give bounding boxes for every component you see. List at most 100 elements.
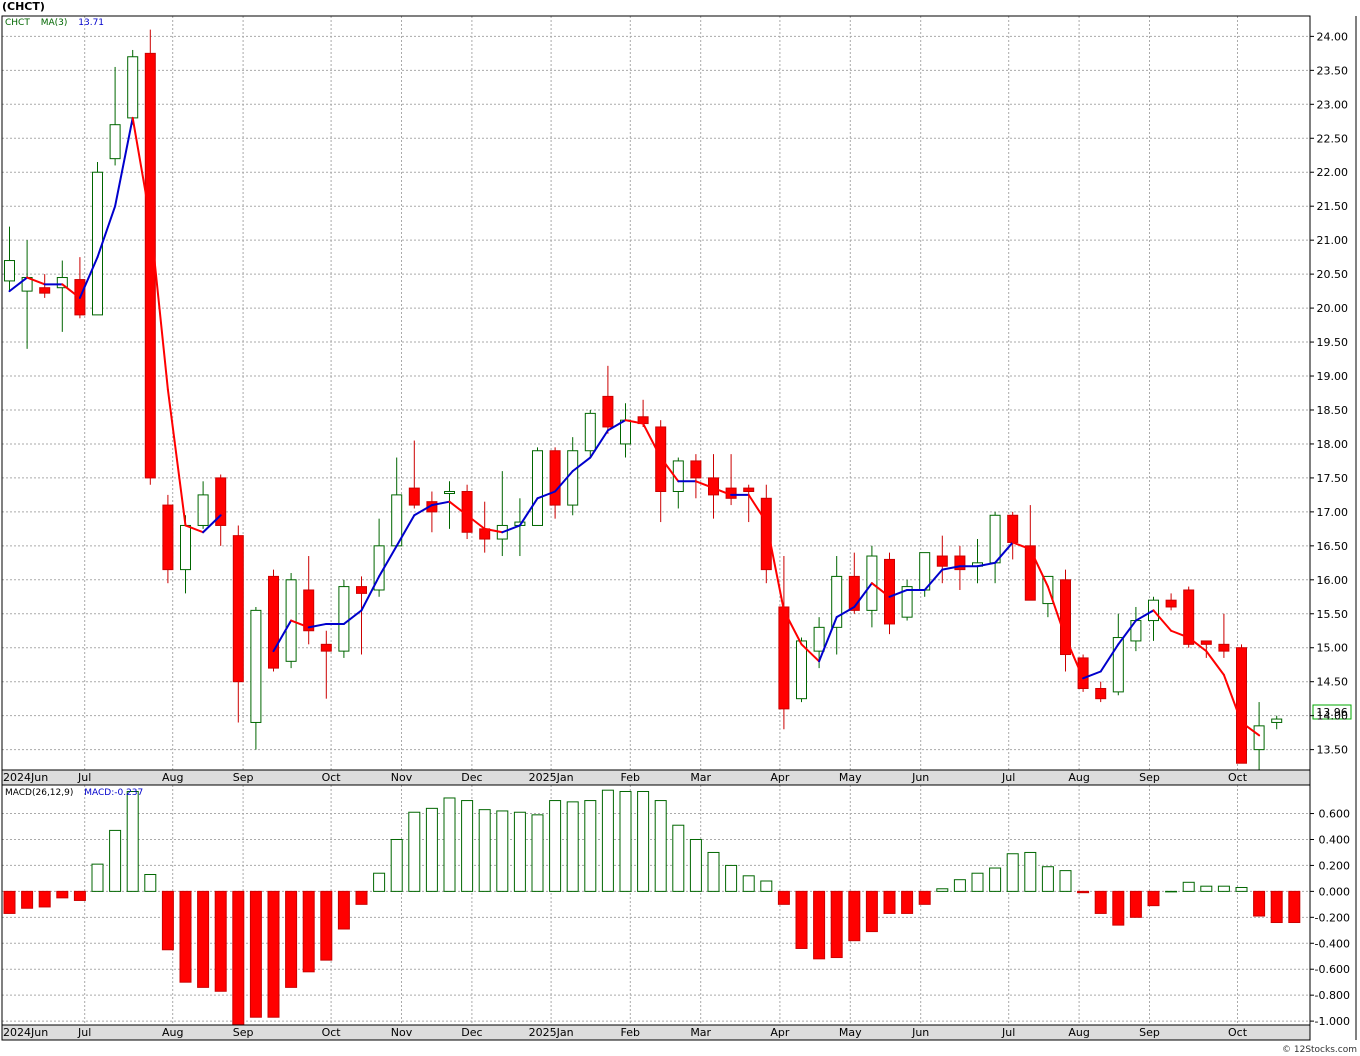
price-x-label: Sep	[1139, 771, 1160, 784]
macd-x-label: Feb	[621, 1026, 640, 1039]
price-tick-label: 14.00	[1317, 710, 1349, 723]
macd-bar-positive	[126, 790, 139, 892]
candle-body-down	[690, 460, 702, 479]
candle-body-down	[1024, 545, 1036, 601]
macd-value: MACD:-0.237	[84, 788, 143, 798]
ma-line-segment	[1117, 619, 1137, 646]
price-x-label: Oct	[322, 771, 342, 784]
candle-body-up	[796, 640, 807, 700]
ma-line-segment	[96, 205, 117, 259]
candle	[831, 556, 843, 655]
ma-line-segment	[8, 276, 29, 293]
macd-bar-positive	[408, 811, 421, 892]
macd-x-label: Aug	[1068, 1026, 1089, 1039]
macd-bar-negative	[302, 890, 315, 973]
ma-line-segment	[571, 456, 592, 473]
price-tick-label: 20.00	[1317, 302, 1349, 315]
candle	[4, 226, 15, 292]
price-x-label: May	[839, 771, 862, 784]
macd-bar-negative	[355, 890, 368, 905]
candle-body-down	[162, 504, 174, 571]
candle-body-down	[144, 52, 156, 479]
candle-body-down	[655, 426, 667, 492]
ma-line-segment	[342, 609, 363, 625]
macd-x-label: Jul	[1001, 1026, 1015, 1039]
price-legend: CHCT MA(3) 13.71	[5, 18, 104, 28]
macd-bar-positive	[936, 888, 949, 892]
price-tick-label: 16.50	[1317, 540, 1349, 553]
macd-bar-positive	[1165, 890, 1178, 893]
macd-x-label: May	[839, 1026, 862, 1039]
candle-body-up	[444, 490, 455, 494]
candle	[408, 440, 420, 509]
price-x-label: Feb	[621, 771, 640, 784]
macd-label: MACD(26,12,9)	[5, 788, 73, 798]
price-tick-label: 22.00	[1317, 166, 1349, 179]
candle	[1060, 569, 1071, 672]
ma-line-segment	[1152, 609, 1173, 632]
candle	[303, 556, 315, 645]
macd-bar-positive	[619, 790, 632, 892]
macd-bar-negative	[883, 890, 896, 914]
macd-bar-negative	[1253, 890, 1266, 917]
candle-body-down	[760, 497, 772, 571]
candle	[92, 162, 103, 316]
macd-bar-negative	[161, 890, 174, 951]
candle	[391, 457, 403, 547]
macd-bar-negative	[1147, 890, 1160, 907]
candle-body-down	[954, 555, 966, 571]
candle	[1042, 575, 1054, 618]
ma-line-segment	[395, 514, 416, 547]
macd-tick-label: -0.400	[1315, 937, 1350, 950]
price-tick-label: 15.50	[1317, 608, 1349, 621]
macd-x-label: Jul	[77, 1026, 91, 1039]
ma-line-segment	[1170, 629, 1190, 639]
chart-symbol-title: (CHCT)	[2, 0, 45, 13]
candle	[901, 579, 913, 621]
ma-line-segment	[1205, 650, 1225, 676]
macd-panel	[3, 789, 1301, 1026]
macd-bar-positive	[390, 838, 403, 892]
candle-body-down	[232, 535, 244, 683]
macd-x-label: Nov	[391, 1026, 413, 1039]
candle	[1236, 644, 1247, 764]
macd-bar-positive	[953, 879, 966, 892]
candle-body-up	[584, 412, 596, 452]
price-tick-label: 15.00	[1317, 642, 1349, 655]
last-price-badge: 13.96	[1312, 704, 1352, 720]
macd-bar-negative	[1288, 890, 1301, 924]
macd-bar-negative	[3, 890, 16, 914]
macd-bar-negative	[830, 890, 843, 959]
macd-legend: MACD(26,12,9) MACD:-0.237	[5, 788, 143, 798]
candle-body-down	[1077, 657, 1089, 689]
candle	[356, 576, 367, 655]
macd-x-label: Sep	[1139, 1026, 1160, 1039]
ma-line-segment	[818, 616, 838, 663]
price-tick-label: 21.00	[1317, 234, 1349, 247]
macd-tick-label: -1.000	[1315, 1015, 1350, 1028]
ma-line-segment	[1134, 609, 1155, 622]
macd-x-label: Jun	[911, 1026, 929, 1039]
candle-body-up	[92, 171, 103, 316]
candle	[338, 579, 350, 658]
candle-body-up	[180, 524, 191, 571]
candle-body-up	[338, 586, 350, 652]
candle-body-down	[848, 575, 860, 611]
candle	[444, 481, 455, 529]
ma-line-segment	[1029, 548, 1049, 588]
candle	[1165, 593, 1177, 611]
ma-line-segment	[870, 582, 891, 598]
legend-symbol: CHCT	[5, 18, 30, 28]
ma-line-segment	[554, 470, 574, 493]
macd-bar-negative	[179, 890, 192, 983]
ma-line-segment	[694, 480, 715, 490]
ma-line-segment	[78, 256, 99, 299]
macd-bar-negative	[1270, 890, 1283, 924]
macd-bar-negative	[38, 890, 51, 908]
ma-line-segment	[835, 605, 856, 619]
ma-line-segment	[149, 218, 169, 391]
candle	[1112, 613, 1124, 696]
macd-bar-negative	[777, 890, 790, 905]
macd-bar-negative	[1112, 890, 1125, 926]
ma-line-segment	[536, 490, 557, 500]
